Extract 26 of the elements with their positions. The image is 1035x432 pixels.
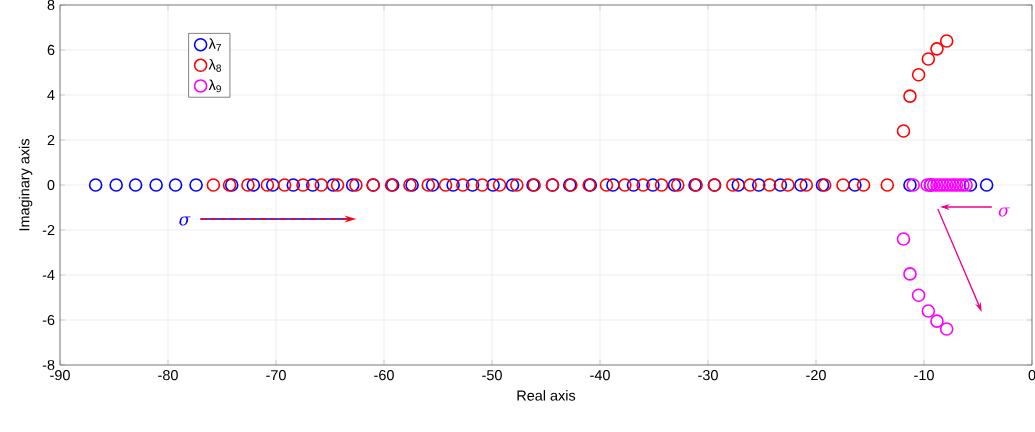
y-tick-label: -2 xyxy=(42,224,55,236)
y-tick-label: 2 xyxy=(47,134,55,146)
x-tick-label: -30 xyxy=(698,370,718,381)
legend-label: λ$_{7}$ xyxy=(208,38,221,51)
x-tick-label: -50 xyxy=(482,370,502,381)
annotation: σ xyxy=(998,207,1010,217)
x-tick-label: -70 xyxy=(266,370,286,381)
x-tick-label: -60 xyxy=(374,370,394,381)
x-tick-label: -20 xyxy=(806,370,826,381)
x-tick-label: -40 xyxy=(590,370,610,381)
y-tick-label: 0 xyxy=(47,179,55,191)
y-axis-title: Imaginary axis xyxy=(18,138,33,231)
x-tick-label: -10 xyxy=(914,370,934,381)
y-tick-label: -6 xyxy=(42,314,55,326)
x-tick-label: 0 xyxy=(1028,370,1035,381)
y-tick-label: -4 xyxy=(42,270,55,280)
y-tick-label: -8 xyxy=(42,359,55,371)
y-tick-label: 6 xyxy=(47,44,55,56)
x-tick-label: -90 xyxy=(50,370,70,381)
legend-label: λ$_{8}$ xyxy=(208,58,222,72)
x-tick-label: -80 xyxy=(158,370,178,381)
annotation: σ xyxy=(179,216,191,226)
legend-label: λ$_{9}$ xyxy=(208,79,221,93)
y-tick-label: 8 xyxy=(47,0,55,11)
y-tick-label: 4 xyxy=(47,90,55,100)
x-axis-title: Real axis xyxy=(517,390,576,401)
